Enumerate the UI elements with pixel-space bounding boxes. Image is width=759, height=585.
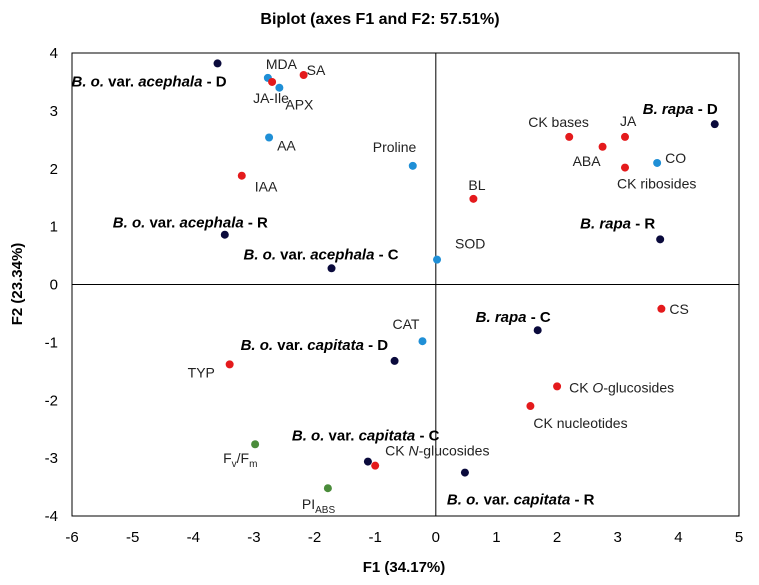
- point-marker: [621, 132, 630, 141]
- point-marker: [323, 484, 332, 493]
- point-marker: [275, 83, 284, 92]
- point-marker: [553, 382, 562, 391]
- point-marker: [220, 230, 229, 239]
- point-marker: [460, 468, 469, 477]
- x-tick-label: -4: [187, 529, 200, 546]
- point-label: APX: [285, 97, 314, 113]
- x-tick-label: 2: [553, 529, 561, 546]
- plot-frame: [71, 52, 740, 517]
- x-tick-label: 1: [492, 529, 500, 546]
- x-tick-label: -1: [369, 529, 382, 546]
- point-marker: [363, 457, 372, 466]
- point-marker: [656, 235, 665, 244]
- point-label: CK O-glucosides: [569, 379, 674, 395]
- chart-title: Biplot (axes F1 and F2: 57.51%): [260, 11, 499, 28]
- y-tick-label: 2: [50, 161, 58, 178]
- point-label: B. o. var. capitata - C: [292, 428, 440, 445]
- point-label: B. o. var. capitata - D: [241, 337, 389, 354]
- x-tick-label: 0: [432, 529, 440, 546]
- x-tick-label: -2: [308, 529, 321, 546]
- x-axis-label: F1 (34.17%): [363, 559, 446, 576]
- point-marker: [225, 360, 234, 369]
- data-points: [213, 59, 719, 493]
- y-tick-label: -1: [45, 334, 58, 351]
- y-tick-label: 0: [50, 277, 58, 294]
- point-marker: [251, 440, 260, 449]
- point-marker: [526, 402, 535, 411]
- point-label: Proline: [373, 139, 417, 155]
- point-label: ABA: [573, 153, 602, 169]
- y-tick-label: -4: [45, 508, 58, 525]
- point-label: IAA: [255, 179, 278, 195]
- point-marker: [653, 158, 662, 167]
- point-label: SOD: [455, 236, 485, 252]
- point-marker: [657, 304, 666, 313]
- point-label: CK nucleotides: [533, 415, 627, 431]
- y-tick-label: -2: [45, 392, 58, 409]
- x-tick-label: 5: [735, 529, 743, 546]
- point-marker: [268, 77, 277, 86]
- point-label: CK ribosides: [617, 176, 696, 192]
- point-label: CO: [665, 150, 686, 166]
- point-label: CS: [669, 301, 688, 317]
- point-marker: [371, 461, 380, 470]
- point-marker: [237, 171, 246, 180]
- x-tick-label: -3: [247, 529, 260, 546]
- y-tick-label: 3: [50, 103, 58, 120]
- point-marker: [390, 356, 399, 365]
- point-label: AA: [277, 137, 296, 153]
- point-label: TYP: [188, 364, 215, 380]
- point-label: Fv/Fm: [223, 450, 257, 470]
- point-label: JA-Ile: [253, 90, 289, 106]
- point-marker: [265, 133, 274, 142]
- point-label: B. rapa - R: [580, 215, 655, 232]
- point-label: B. rapa - D: [643, 101, 718, 118]
- y-tick-label: 4: [50, 45, 58, 62]
- y-tick-label: 1: [50, 219, 58, 236]
- y-axis-label: F2 (23.34%): [9, 243, 26, 326]
- point-marker: [710, 120, 719, 129]
- point-label: B. o. var. capitata - R: [447, 492, 595, 509]
- y-tick-label: -3: [45, 450, 58, 467]
- x-tick-label: 3: [614, 529, 622, 546]
- point-label: B. rapa - C: [476, 309, 551, 326]
- axis-ticks: -6 -5 -4 -3 -2 -1 0 1 2 3 4 5 -4 -3 -2 -1 0 1 2 3 4: [45, 45, 744, 546]
- point-label: PIABS: [302, 496, 336, 516]
- point-label: B. o. var. acephala - D: [72, 73, 227, 90]
- point-label: CK bases: [528, 114, 589, 130]
- point-marker: [418, 337, 427, 346]
- point-marker: [565, 132, 574, 141]
- point-label: MDA: [266, 56, 298, 72]
- point-labels: B. o. var. acephala - D B. o. var. acepha…: [72, 56, 718, 516]
- point-marker: [213, 59, 222, 68]
- point-marker: [469, 194, 478, 203]
- point-marker: [327, 264, 336, 273]
- point-label: CAT: [392, 316, 419, 332]
- point-label: CK N-glucosides: [385, 443, 489, 459]
- point-label: SA: [307, 62, 326, 78]
- point-marker: [598, 142, 607, 151]
- x-tick-label: 4: [674, 529, 682, 546]
- point-label: BL: [468, 177, 485, 193]
- point-label: B. o. var. acephala - C: [244, 246, 399, 263]
- point-label: JA: [620, 113, 637, 129]
- point-marker: [533, 326, 542, 335]
- x-tick-label: -5: [126, 529, 139, 546]
- point-marker: [408, 161, 417, 170]
- x-tick-label: -6: [65, 529, 78, 546]
- point-marker: [299, 70, 308, 79]
- point-marker: [621, 163, 630, 172]
- point-marker: [433, 255, 442, 264]
- point-label: B. o. var. acephala - R: [113, 215, 268, 232]
